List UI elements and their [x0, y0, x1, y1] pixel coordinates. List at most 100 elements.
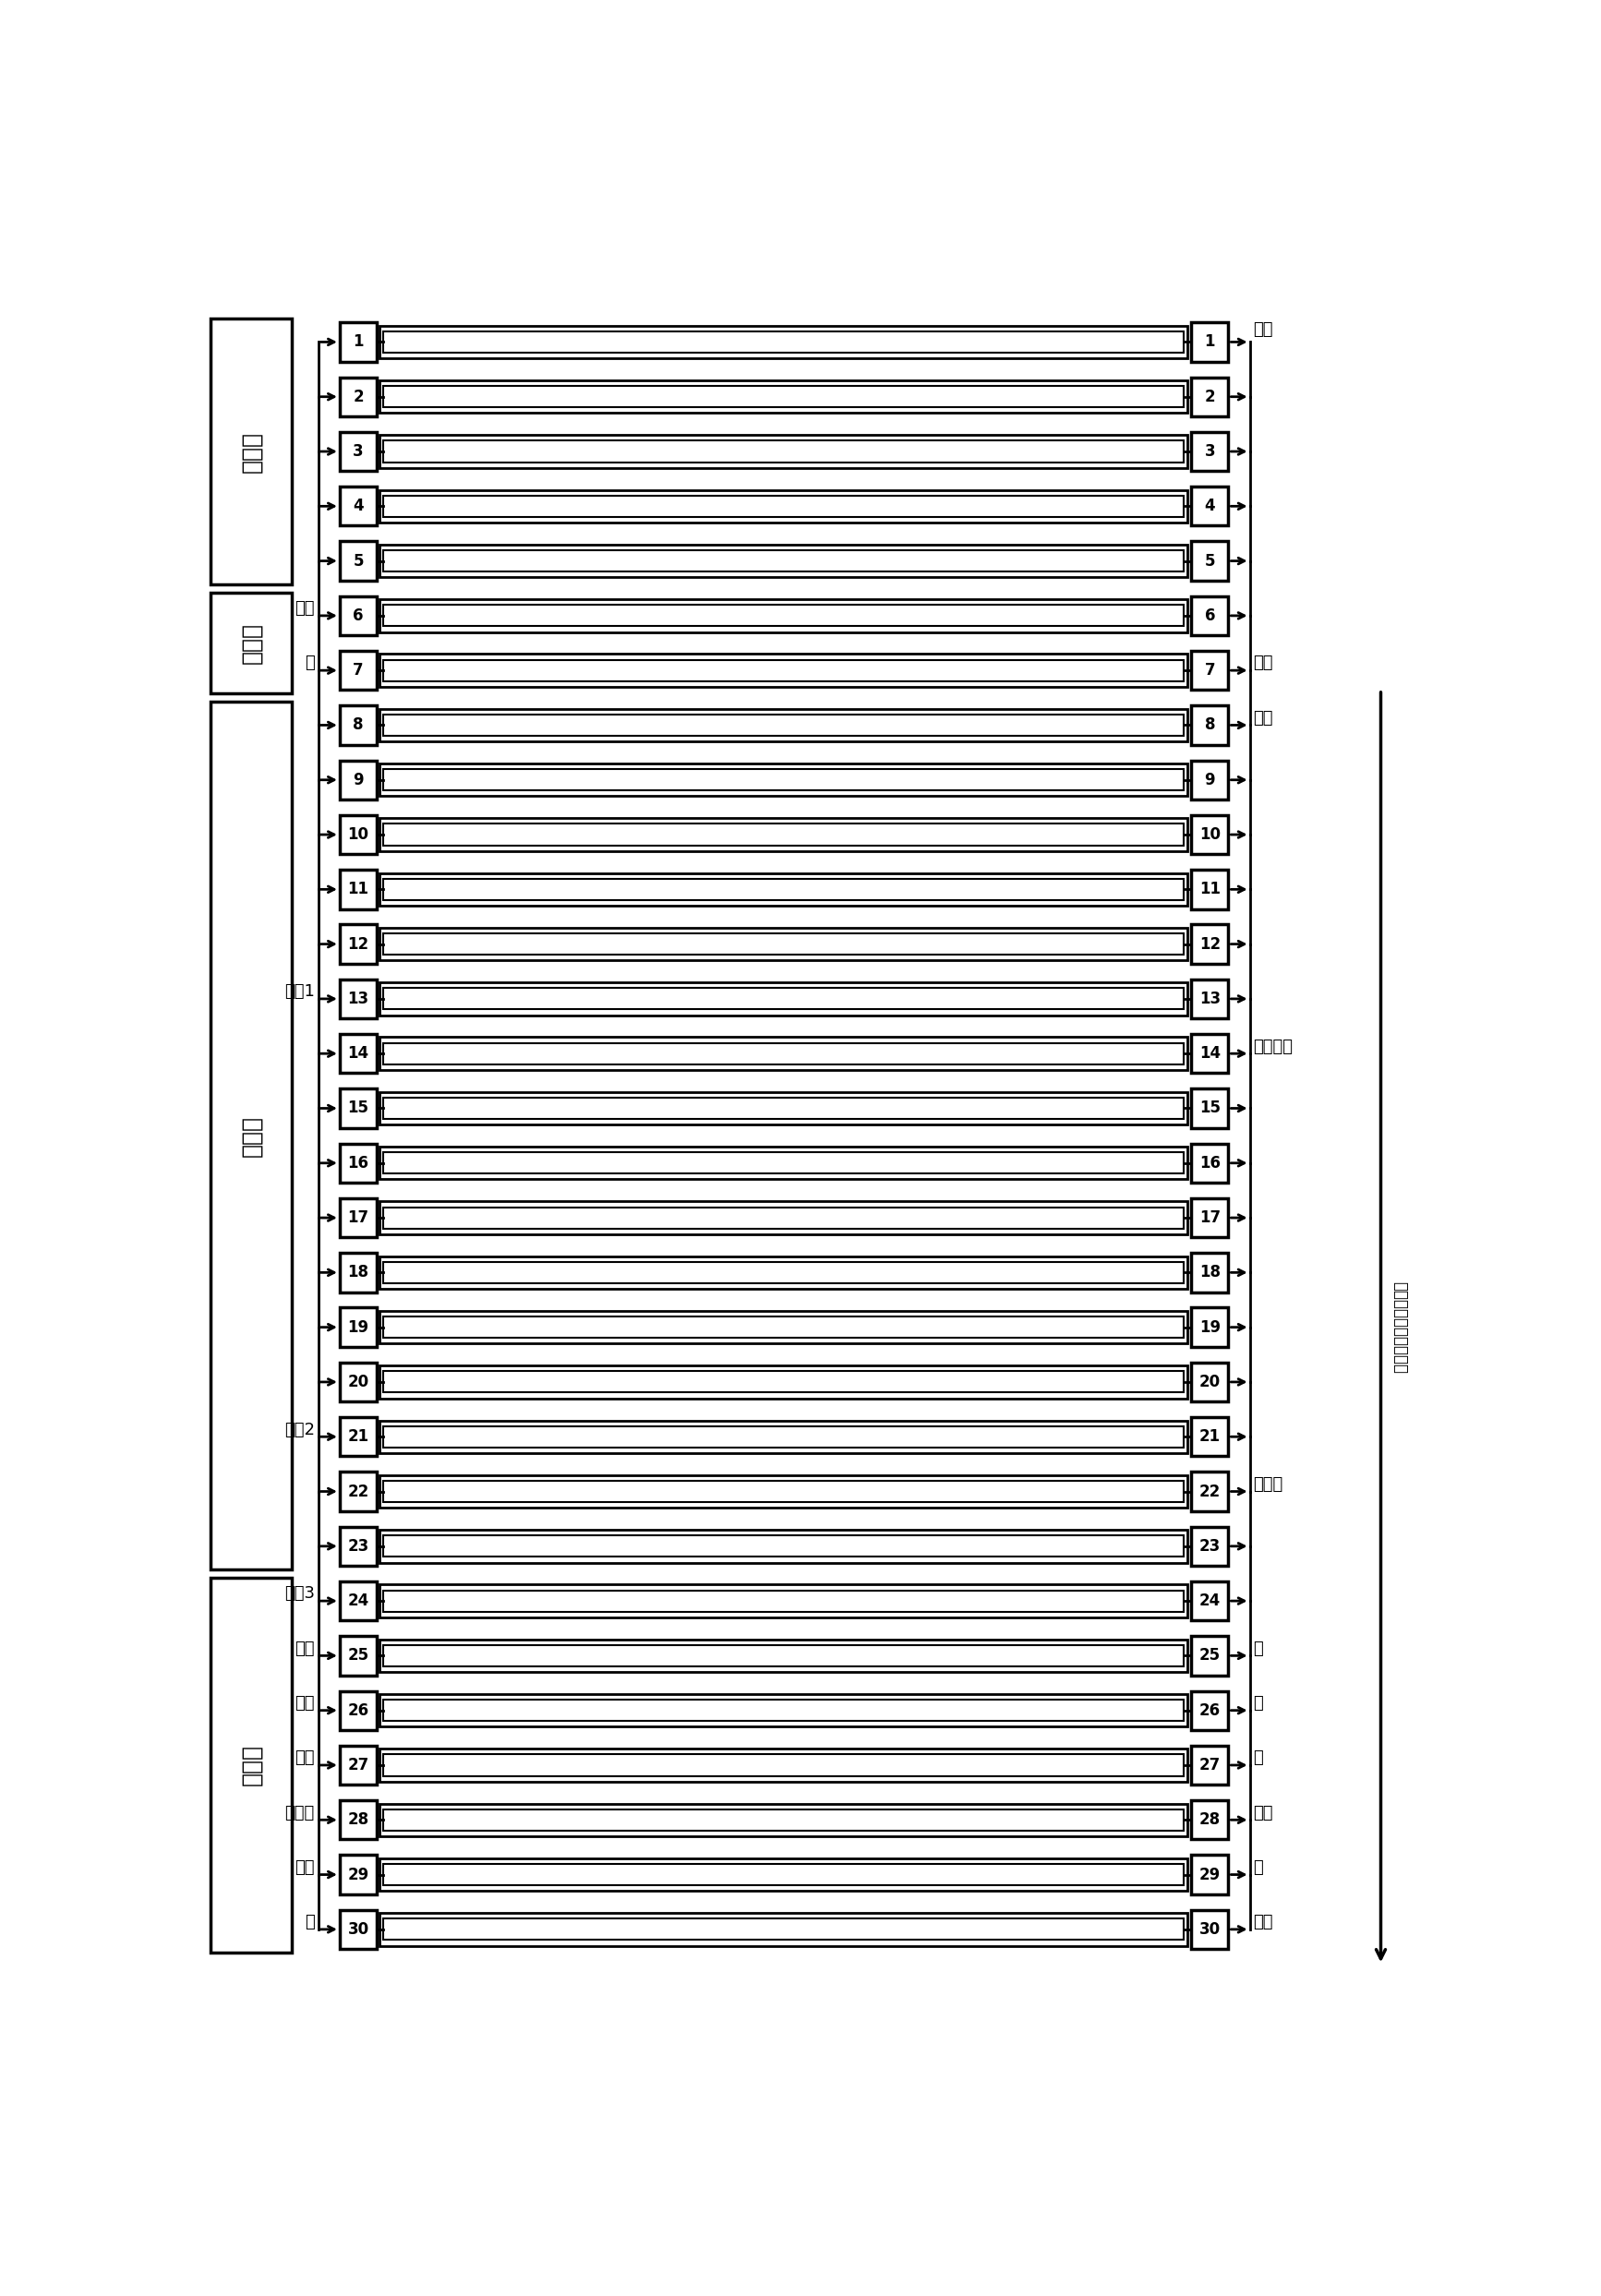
Bar [383, 1591, 1183, 1612]
Text: 7: 7 [352, 661, 363, 680]
Bar [1191, 705, 1228, 744]
Bar [339, 705, 376, 744]
Text: 16: 16 [347, 1155, 368, 1171]
Bar [379, 1146, 1188, 1180]
Bar [211, 319, 291, 583]
Bar [379, 1694, 1188, 1727]
Bar [379, 1474, 1188, 1508]
Bar [379, 1201, 1188, 1235]
Bar [339, 1690, 376, 1729]
Bar [339, 815, 376, 854]
Text: 解析区: 解析区 [240, 1116, 263, 1157]
Bar [379, 1421, 1188, 1453]
Text: 24: 24 [1199, 1593, 1220, 1609]
Text: 碱液2: 碱液2 [283, 1421, 315, 1437]
Bar [383, 1097, 1183, 1118]
Bar [1191, 597, 1228, 636]
Text: 水洗: 水洗 [295, 1750, 315, 1766]
Bar [1191, 487, 1228, 526]
Text: 22: 22 [1199, 1483, 1220, 1499]
Bar [339, 1800, 376, 1839]
Bar [339, 377, 376, 416]
Text: 水洗: 水洗 [295, 1639, 315, 1658]
Bar [383, 1481, 1183, 1502]
Text: 酸盐: 酸盐 [295, 1694, 315, 1711]
Bar [339, 1855, 376, 1894]
Text: 27: 27 [1199, 1756, 1220, 1773]
Bar [379, 1366, 1188, 1398]
Text: 27: 27 [347, 1756, 368, 1773]
Bar [383, 1644, 1183, 1667]
Text: 10: 10 [1199, 827, 1220, 843]
Text: 25: 25 [1199, 1646, 1220, 1665]
Bar [383, 659, 1183, 682]
Bar [339, 1582, 376, 1621]
Bar [339, 1745, 376, 1784]
Bar [383, 714, 1183, 735]
Text: 再生区: 再生区 [240, 1745, 263, 1786]
Bar [1191, 925, 1228, 964]
Bar [379, 709, 1188, 742]
Bar [339, 1362, 376, 1401]
Bar [379, 1584, 1188, 1616]
Bar [339, 597, 376, 636]
Text: 11: 11 [347, 882, 368, 898]
Bar [1191, 1472, 1228, 1511]
Bar [339, 1033, 376, 1072]
Text: 水: 水 [1254, 1639, 1263, 1658]
Text: 9: 9 [1204, 771, 1215, 788]
Text: 水: 水 [304, 1915, 315, 1931]
Bar [383, 1919, 1183, 1940]
Bar [1191, 1745, 1228, 1784]
Bar [1191, 650, 1228, 691]
Bar [379, 1256, 1188, 1288]
Bar [379, 326, 1188, 358]
Bar [211, 703, 291, 1568]
Bar [339, 1527, 376, 1566]
Text: 25: 25 [347, 1646, 368, 1665]
Bar [379, 817, 1188, 852]
Text: 18: 18 [347, 1265, 368, 1281]
Bar [1191, 760, 1228, 799]
Bar [1191, 1309, 1228, 1348]
Text: 26: 26 [1199, 1701, 1220, 1720]
Text: 出水: 出水 [1254, 654, 1273, 673]
Bar [383, 1754, 1183, 1775]
Bar [339, 542, 376, 581]
Bar [339, 1254, 376, 1293]
Text: 碱水: 碱水 [1254, 1805, 1273, 1821]
Text: 3: 3 [1204, 443, 1215, 459]
Bar [379, 436, 1188, 468]
Text: 13: 13 [347, 990, 368, 1008]
Bar [383, 769, 1183, 790]
Text: 5: 5 [1204, 553, 1215, 569]
Bar [383, 1208, 1183, 1228]
Text: 23: 23 [1199, 1538, 1220, 1554]
Bar [383, 1864, 1183, 1885]
Text: 4: 4 [352, 498, 363, 514]
Bar [339, 1637, 376, 1676]
Text: 8: 8 [1204, 716, 1215, 732]
Bar [383, 987, 1183, 1010]
Bar [1191, 1637, 1228, 1676]
Text: 水: 水 [1254, 1860, 1263, 1876]
Text: 29: 29 [1199, 1867, 1220, 1883]
Text: 水: 水 [1254, 1750, 1263, 1766]
Bar [383, 551, 1183, 572]
Text: 回收液: 回收液 [1254, 1476, 1282, 1492]
Bar [383, 1426, 1183, 1446]
Text: 酸盐水: 酸盐水 [285, 1805, 315, 1821]
Bar [379, 1093, 1188, 1125]
Text: 23: 23 [347, 1538, 368, 1554]
Bar [1191, 1910, 1228, 1949]
Bar [383, 386, 1183, 406]
Bar [1191, 1690, 1228, 1729]
Bar [1191, 815, 1228, 854]
Bar [379, 654, 1188, 687]
Bar [339, 980, 376, 1019]
Text: 碱液: 碱液 [295, 599, 315, 618]
Bar [379, 872, 1188, 905]
Bar [339, 1309, 376, 1348]
Text: 3: 3 [352, 443, 363, 459]
Text: 进料: 进料 [1254, 321, 1273, 338]
